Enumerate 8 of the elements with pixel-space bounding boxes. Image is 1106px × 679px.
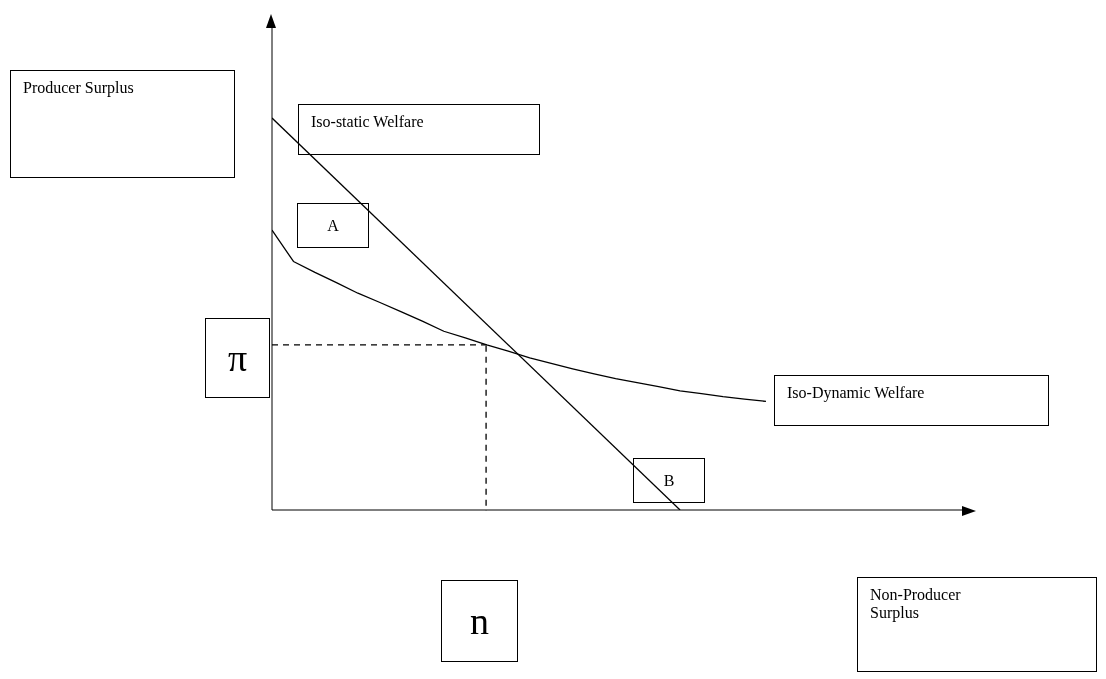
annotation: A: [297, 203, 369, 248]
text: π: [205, 318, 270, 398]
text: Non-Producer Surplus: [857, 577, 1097, 672]
text: Producer Surplus: [10, 70, 235, 178]
text: n: [441, 580, 518, 662]
series-label: Iso-static Welfare: [298, 104, 540, 155]
series-label: Iso-Dynamic Welfare: [774, 375, 1049, 426]
annotation: B: [633, 458, 705, 503]
